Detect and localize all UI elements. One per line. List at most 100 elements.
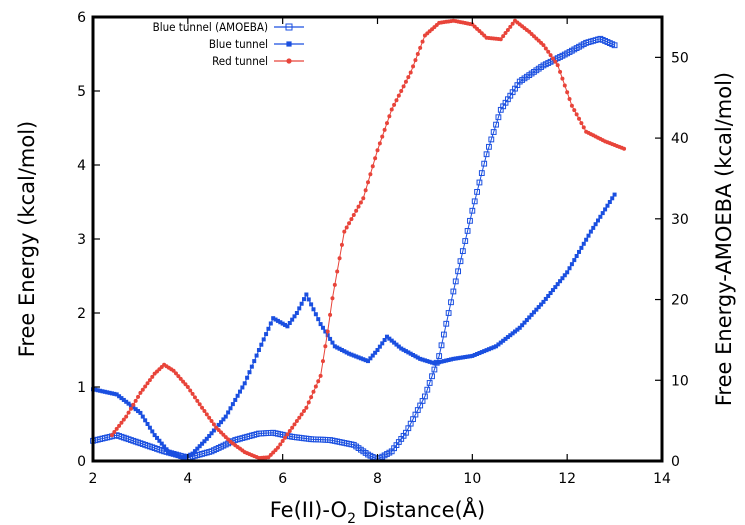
series-point	[181, 379, 186, 384]
series-layer	[90, 18, 627, 463]
series-point	[152, 433, 157, 438]
series-point	[112, 430, 117, 435]
series-point	[458, 355, 463, 360]
series-point	[356, 204, 361, 209]
x-tick-label: 6	[278, 471, 287, 487]
series-point	[415, 355, 420, 360]
series-point	[209, 419, 214, 424]
series-point	[622, 146, 627, 151]
series-point	[128, 403, 133, 408]
series-point	[133, 407, 138, 412]
series-point	[95, 388, 100, 393]
series-point	[302, 409, 307, 414]
series-point	[437, 360, 442, 365]
series-point	[166, 450, 171, 455]
series-point	[560, 276, 565, 281]
series-point	[403, 349, 408, 354]
series-point	[121, 397, 126, 402]
series-point	[443, 320, 450, 327]
series-point	[377, 344, 382, 349]
series-point	[190, 391, 195, 396]
series-point	[157, 438, 162, 443]
series-point	[256, 348, 261, 352]
series-point	[195, 398, 200, 403]
series-point	[266, 326, 271, 331]
series-point	[611, 42, 618, 49]
series-point	[316, 317, 321, 322]
series-point	[459, 248, 466, 255]
series-point	[513, 329, 518, 334]
series-point	[387, 114, 392, 119]
series-point	[574, 254, 579, 259]
series-point	[418, 356, 423, 361]
y-tick-label: 0	[77, 454, 86, 470]
series-point	[320, 359, 325, 364]
series-point	[247, 370, 252, 375]
series-point	[309, 302, 314, 307]
series-point	[486, 143, 492, 150]
series-point	[119, 420, 124, 425]
series-point	[337, 256, 342, 261]
series-point	[292, 314, 297, 319]
x-tick-label: 2	[89, 471, 98, 487]
series-point	[456, 356, 461, 361]
series-point	[451, 356, 456, 361]
series-point	[420, 39, 425, 44]
series-point	[358, 356, 363, 361]
series-point	[124, 399, 129, 404]
series-point	[192, 395, 197, 400]
series-point	[197, 402, 202, 407]
series-point	[354, 354, 359, 359]
series-point	[440, 331, 447, 338]
series-point	[453, 356, 458, 361]
series-point	[498, 37, 503, 42]
series-3	[109, 18, 627, 461]
series-point	[555, 63, 560, 68]
y2-tick-label: 30	[671, 212, 689, 228]
y-tick-label: 3	[77, 232, 86, 248]
series-point	[306, 400, 311, 405]
series-point	[285, 324, 290, 329]
series-point	[254, 353, 259, 358]
series-point	[138, 410, 143, 415]
series-point	[482, 349, 487, 354]
series-point	[438, 342, 445, 349]
series-point	[471, 198, 478, 205]
series-point	[311, 307, 316, 312]
series-point	[577, 116, 582, 121]
series-point	[508, 24, 513, 29]
series-point	[413, 58, 418, 63]
series-point	[510, 331, 515, 336]
series-point	[304, 292, 309, 297]
series-point	[553, 59, 558, 64]
series-point	[223, 414, 228, 419]
series-point	[595, 218, 600, 223]
series-point	[124, 414, 129, 419]
series-point	[100, 389, 105, 394]
series-point	[427, 359, 432, 364]
series-point	[558, 279, 563, 284]
series-point	[389, 107, 394, 112]
series-point	[510, 21, 515, 26]
series-point	[394, 342, 399, 347]
series-point	[565, 90, 570, 95]
series-point	[413, 354, 418, 359]
series-point	[242, 381, 247, 386]
series-point	[408, 351, 413, 356]
series-point	[543, 46, 548, 51]
series-point	[259, 342, 264, 347]
series-point	[171, 452, 176, 457]
series-point	[283, 322, 288, 327]
series-point	[105, 390, 110, 395]
series-point	[452, 278, 459, 285]
series-point	[261, 337, 266, 342]
series-point	[368, 172, 373, 177]
series-point	[361, 196, 366, 201]
series-point	[373, 156, 378, 161]
series-point	[494, 344, 499, 349]
series-point	[313, 312, 318, 317]
series-point	[337, 346, 342, 351]
series-point	[361, 357, 366, 362]
series-point	[306, 297, 311, 302]
